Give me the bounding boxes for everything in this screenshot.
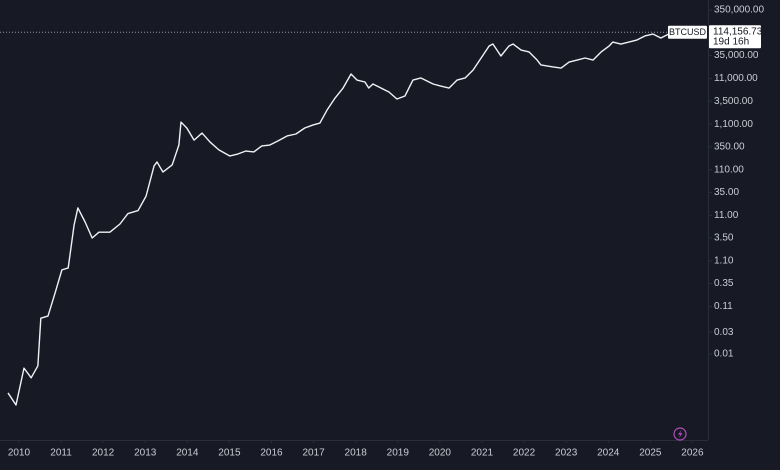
y-tick-label: 0.03 bbox=[714, 327, 734, 338]
x-tick-label: 2022 bbox=[513, 448, 536, 459]
x-tick-label: 2024 bbox=[597, 448, 620, 459]
x-tick-label: 2015 bbox=[218, 448, 241, 459]
x-tick-label: 2026 bbox=[681, 448, 704, 459]
price-box bbox=[709, 25, 761, 49]
x-tick-label: 2012 bbox=[92, 448, 115, 459]
x-tick-label: 2019 bbox=[387, 448, 410, 459]
x-tick-label: 2023 bbox=[555, 448, 578, 459]
y-tick-label: 11.00 bbox=[714, 210, 739, 221]
y-tick-label: 0.01 bbox=[714, 349, 734, 360]
x-tick-label: 2014 bbox=[176, 448, 199, 459]
price-label: 114,156.73 bbox=[713, 26, 763, 37]
symbol-label: BTCUSD bbox=[669, 27, 707, 37]
y-tick-label: 350,000.00 bbox=[714, 5, 764, 16]
y-tick-label: 110.00 bbox=[714, 164, 744, 175]
y-tick-label: 11,000.00 bbox=[714, 73, 758, 84]
y-tick-label: 3,500.00 bbox=[714, 96, 753, 107]
y-tick-label: 0.11 bbox=[714, 301, 733, 312]
y-tick-label: 0.35 bbox=[714, 278, 734, 289]
symbol-box bbox=[668, 25, 707, 39]
y-tick-label: 35.00 bbox=[714, 187, 739, 198]
x-tick-label: 2018 bbox=[345, 448, 368, 459]
x-tick-label: 2011 bbox=[50, 448, 72, 459]
y-tick-label: 350.00 bbox=[714, 141, 745, 152]
x-tick-label: 2021 bbox=[471, 448, 494, 459]
y-tick-label: 1,100.00 bbox=[714, 119, 753, 130]
x-tick-label: 2016 bbox=[260, 448, 283, 459]
x-tick-label: 2020 bbox=[429, 448, 452, 459]
flash-icon[interactable] bbox=[673, 427, 687, 441]
price-line bbox=[7, 32, 673, 406]
x-tick-label: 2017 bbox=[302, 448, 325, 459]
countdown-label: 19d 16h bbox=[713, 36, 749, 47]
x-tick-label: 2025 bbox=[639, 448, 662, 459]
y-tick-label: 3.50 bbox=[714, 233, 734, 244]
x-tick-label: 2010 bbox=[8, 448, 31, 459]
x-tick-label: 2013 bbox=[134, 448, 157, 459]
y-tick-label: 1.10 bbox=[714, 256, 734, 267]
y-tick-label: 35,000.00 bbox=[714, 50, 759, 61]
